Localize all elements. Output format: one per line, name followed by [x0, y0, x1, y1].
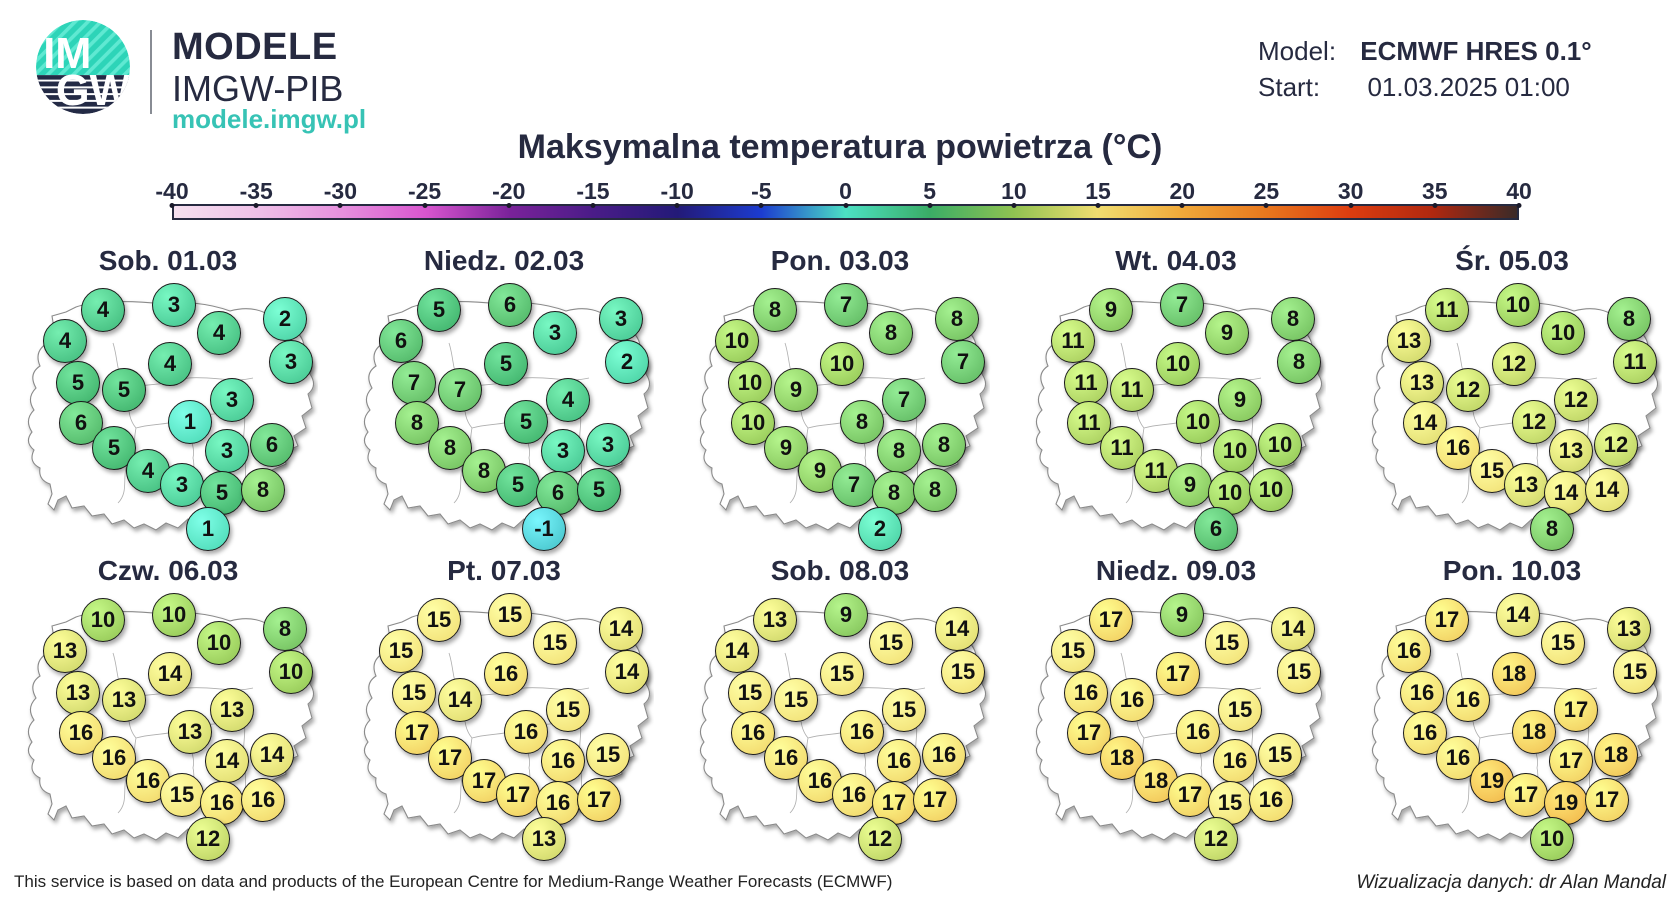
svg-text:GW: GW — [56, 67, 130, 114]
